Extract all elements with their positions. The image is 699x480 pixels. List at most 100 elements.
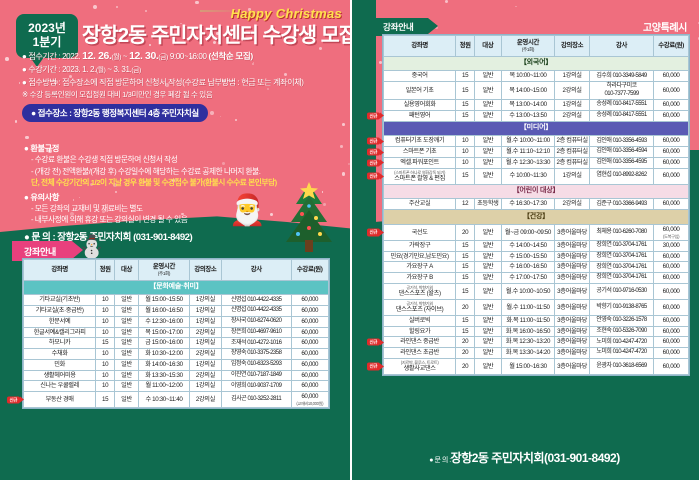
table-row: 하모니카 15 일반 금 15:00~16:00 1강의실 조재석 010-4272-10…: [24, 338, 329, 349]
table-row: 민화 10 일반 화 14:00~16:30 1강의실 임정숙 010-6323-5293…: [24, 359, 329, 370]
time-cell: 수 14:00~14:50: [501, 240, 555, 251]
room-cell: 3층어울마당: [555, 299, 590, 315]
course-name-cell: 한글서예&캘리그라피: [24, 327, 96, 338]
snowman-icon: ⛄: [78, 234, 105, 260]
th-fee-r: 수강료(원): [654, 36, 689, 57]
target-cell: 초등학생: [474, 199, 501, 210]
teacher-cell: 송성례 010-8417-5551: [589, 100, 653, 111]
table-row: 신규 국선도 20 일반 월~금 09:00~09:50 3층어울마당 최체용 010-62…: [384, 224, 689, 240]
fee-cell: 60,000: [654, 71, 689, 82]
course-name-cell: 주산교실: [384, 199, 456, 210]
capacity-cell: 10: [96, 295, 115, 306]
teacher-cell: 이진연 010-7187-1849: [221, 370, 291, 381]
teacher-cell: 김준구 010-3366-9493: [589, 199, 653, 210]
teacher-cell: 신명섭 010-4422-4335: [221, 295, 291, 306]
course-name-cell: 실용영어회화: [384, 100, 456, 111]
fee-cell: 60,000: [654, 326, 689, 337]
capacity-cell: 15: [456, 283, 475, 299]
table-row: 실버로빅 15 일반 화.목 11:00~11:50 3층어울마당 안영숙 010-322…: [384, 315, 689, 326]
th-capacity: 정원: [96, 260, 115, 281]
th-room: 강의장소: [189, 260, 221, 281]
fee-cell: 60,000: [654, 168, 689, 184]
th-time: 운영시간 (주1회): [139, 260, 190, 281]
th-room-r: 강의장소: [555, 36, 590, 57]
fee-cell: 60,000: [654, 136, 689, 147]
target-cell: 일반: [474, 348, 501, 359]
time-cell: 화.목 12:30~13:20: [501, 337, 555, 348]
table-row: 신규 컴퓨터기초 도장깨기 10 일반 월.수 10:00~11:00 2층 컴퓨터실 김인…: [384, 136, 689, 147]
course-name-cell: 한문서예: [24, 316, 96, 327]
table-row: 신규 (지르박, 블루스, 트로트) 생활사교댄스 20 일반 월 15:00~16:30…: [384, 358, 689, 374]
category-label: 【미디어】: [384, 121, 689, 136]
teacher-cell: 김인애 010-3356-4594: [589, 147, 653, 158]
time-cell: 수 17:00~17:50: [501, 273, 555, 284]
capacity-cell: 15: [456, 240, 475, 251]
time-cell: 목 10:00~11:00: [501, 71, 555, 82]
category-row: 【미디어】: [384, 121, 689, 136]
fee-cell: 60,000: [654, 273, 689, 284]
capacity-cell: 12: [456, 199, 475, 210]
table-row: 수채화 10 일반 화 10:30~12:00 2강의실 장영숙 010-3375-235…: [24, 349, 329, 360]
th-target: 대상: [114, 260, 138, 281]
left-course-table-wrapper: 강좌명 정원 대상 운영시간 (주1회) 강의장소 강사 수강료(원) 【문화예술…: [22, 258, 330, 409]
table-row: 신규 엑셀.파워포인트 10 일반 월.수 12:30~13:30 2층 컴퓨터실 김인애 …: [384, 157, 689, 168]
right-course-table-wrapper: 강좌명 정원 대상 운영시간 (주1회) 강의장소 강사 수강료(원) 【외국어】…: [382, 34, 690, 376]
target-cell: 일반: [474, 337, 501, 348]
target-cell: 일반: [114, 359, 138, 370]
category-row: 【문화예술·취미】: [24, 280, 329, 295]
new-badge: 신규: [367, 138, 380, 145]
teacher-cell: 염현섭 010-8992-8262: [589, 168, 653, 184]
category-label: 【건강】: [384, 210, 689, 225]
target-cell: 일반: [474, 251, 501, 262]
target-cell: 일반: [474, 358, 501, 374]
refund-heading: ● 환불규정: [24, 142, 344, 154]
poster-root: 🛷 Happy Christmas 2023년 1분기 장항2동 주민자치센터 …: [0, 0, 699, 480]
table-row: 기타교실(기초반) 10 일반 월 15:00~15:50 1강의실 신명섭 010-44…: [24, 295, 329, 306]
right-table-body: 【외국어】 중국어 15 일반 목 10:00~11:00 1강의실 김수희 010-334…: [384, 56, 689, 374]
table-row: 생활헤어미용 10 일반 화 13:30~15:30 2강의실 이진연 010-7187-…: [24, 370, 329, 381]
target-cell: 일반: [114, 306, 138, 317]
th-target-r: 대상: [474, 36, 501, 57]
fee-cell: 60,000: [654, 283, 689, 299]
table-row: 가락장구 15 일반 수 14:00~14:50 3층어울마당 장희연 010-3704-…: [384, 240, 689, 251]
room-cell: 2층 컴퓨터실: [555, 147, 590, 158]
table-row: 신규 부동산 경매 15 일반 수 10:30~11:40 2강의실 김사곤 010-325…: [24, 392, 329, 408]
capacity-cell: 15: [456, 71, 475, 82]
time-cell: 화 14:00~16:30: [139, 359, 190, 370]
time-cell: 금 15:00~16:00: [139, 338, 190, 349]
bullet-apply-period: ● 접수기간 : 2022. 12. 26.(월) ~ 12. 30.(금) 9…: [22, 48, 344, 64]
time-cell: 화 13:30~15:30: [139, 370, 190, 381]
time-cell: 월 15:00~16:30: [501, 358, 555, 374]
fee-cell: 60,000: [654, 110, 689, 121]
room-cell: 1강의실: [555, 168, 590, 184]
time-cell: 월.수 10:00~10:50: [501, 283, 555, 299]
bullet-course-period: ● 수강기간 : 2023. 1. 2.(월) ~ 3. 31.(금): [22, 64, 344, 77]
fee-cell: 30,000: [654, 240, 689, 251]
footer-contact-label: ● 문 의 :: [429, 457, 450, 464]
teacher-cell: 조현숙 010-5326-7090: [589, 326, 653, 337]
category-row: 【외국어】: [384, 56, 689, 71]
fee-cell: 60,000: [654, 315, 689, 326]
bullet-note: ※ 수강 등록인원이 모집정원 대비 1/3미만인 경우 폐강 될 수 있음: [22, 89, 344, 101]
new-badge: 신규: [367, 173, 380, 180]
target-cell: 일반: [114, 349, 138, 360]
capacity-cell: 15: [456, 262, 475, 273]
table-row: 신나는 우쿨렐레 10 일반 월 11:00~12:00 1강의실 이영희 010-903…: [24, 381, 329, 392]
christmas-tree-icon: [282, 182, 336, 259]
room-cell: 2강의실: [189, 349, 221, 360]
time-cell: 수 16:30~17:30: [501, 199, 555, 210]
capacity-cell: 15: [456, 82, 475, 100]
course-name-sub: 공기석, 박향기외: [384, 301, 455, 306]
table-row: 공기석, 박향기외 댄스스포츠 (자이브) 20 일반 월.수 11:00~11:50 3…: [384, 299, 689, 315]
time-cell: 월.수 12:30~13:30: [501, 157, 555, 168]
fee-cell: 60,000: [654, 251, 689, 262]
th-capacity-r: 정원: [456, 36, 475, 57]
fee-cell: 60,000: [654, 337, 689, 348]
time-cell: 월~금 09:00~09:50: [501, 224, 555, 240]
refund-line-1: - (개강 전) 전액환불/(개강 후) 수강일수에 해당하는 수강료 공제한 …: [24, 166, 344, 178]
time-cell: 수 16:00~16:50: [501, 262, 555, 273]
target-cell: 일반: [474, 157, 501, 168]
capacity-cell: 10: [456, 136, 475, 147]
page-divider: [350, 0, 352, 480]
capacity-cell: 20: [456, 299, 475, 315]
